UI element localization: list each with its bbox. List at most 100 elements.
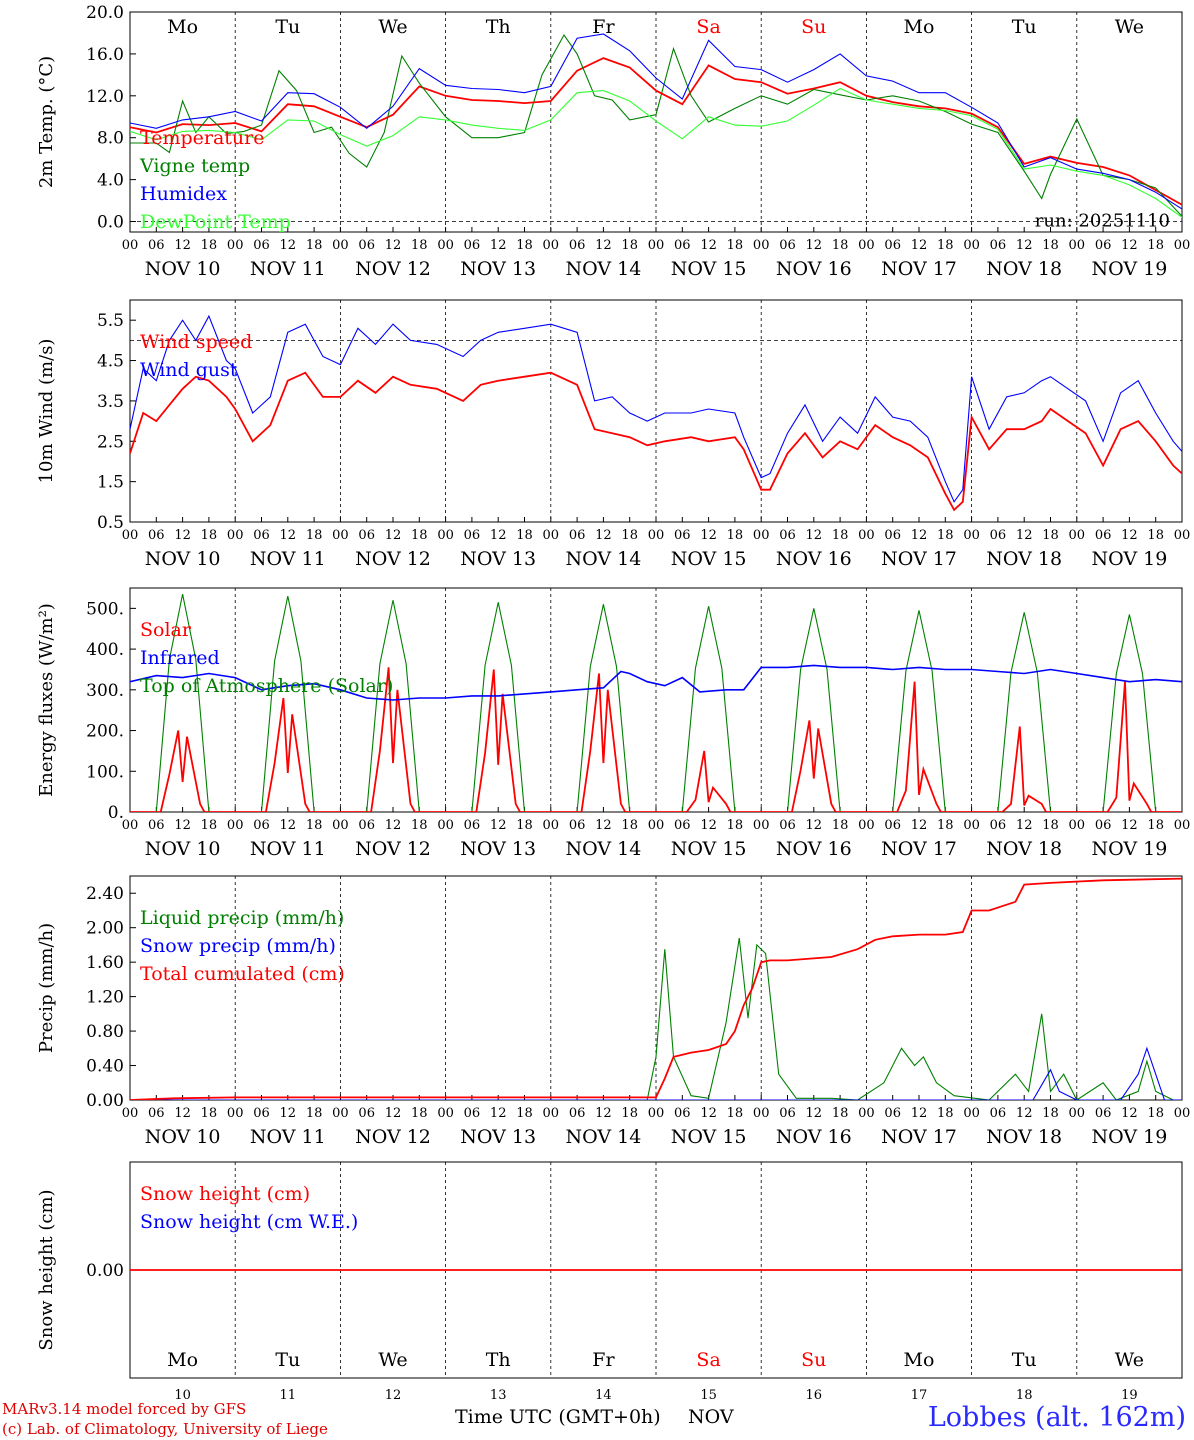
hour-label: 00: [122, 1106, 139, 1121]
date-label: NOV 12: [355, 1126, 431, 1148]
date-label: NOV 19: [1091, 258, 1167, 280]
hour-label: 00: [1174, 528, 1191, 543]
legend-entry: Solar: [140, 619, 192, 641]
hour-label: 18: [516, 528, 533, 543]
hour-label: 18: [621, 1106, 638, 1121]
hour-label: 06: [148, 818, 165, 833]
hour-label: 18: [201, 818, 218, 833]
weekday-label: Su: [801, 16, 826, 38]
hour-label: 00: [543, 818, 560, 833]
y-axis-label: Energy fluxes (W/m²): [36, 603, 57, 797]
date-label: NOV 15: [671, 1126, 747, 1148]
weekday-label: Sa: [696, 16, 720, 38]
weekday-label: Tu: [275, 1349, 300, 1371]
hour-label: 12: [490, 1106, 507, 1121]
y-tick-label: 0.0: [97, 213, 124, 233]
hour-label: 12: [700, 238, 717, 253]
legend-entry: Infrared: [140, 647, 220, 669]
date-label: NOV 13: [460, 838, 536, 860]
y-tick-label: 0.80: [86, 1022, 124, 1042]
hour-label: 12: [490, 238, 507, 253]
y-tick-label: 500.: [86, 599, 124, 619]
hour-label: 18: [411, 238, 428, 253]
panel-precip: 2.40 2.00 1.60 1.20 0.80 0.40 0.00 Precip (mm/h…: [36, 875, 1190, 1148]
date-label: NOV 13: [460, 548, 536, 570]
day-number-label: 13: [490, 1388, 507, 1403]
hour-label: 12: [174, 528, 191, 543]
hour-label: 06: [569, 1106, 586, 1121]
date-label: NOV 14: [565, 838, 641, 860]
hour-label: 00: [1069, 238, 1086, 253]
hour-label: 18: [1042, 818, 1059, 833]
weekday-label: Fr: [592, 1349, 615, 1371]
date-label: NOV 11: [250, 1126, 326, 1148]
time-axis-label: Time UTC (GMT+0h): [455, 1406, 661, 1428]
y-tick-label: 200.: [86, 722, 124, 742]
hour-label: 00: [1069, 1106, 1086, 1121]
date-label: NOV 14: [565, 258, 641, 280]
hour-label: 12: [385, 1106, 402, 1121]
hour-label: 06: [464, 1106, 481, 1121]
hour-label: 18: [516, 238, 533, 253]
hour-label: 06: [569, 528, 586, 543]
date-label: NOV 17: [881, 258, 957, 280]
y-tick-label: 0.00: [86, 1091, 124, 1111]
hour-label: 18: [832, 1106, 849, 1121]
series-wind-speed: [130, 371, 1182, 512]
y-tick-label: 20.0: [86, 3, 124, 23]
hour-label: 00: [227, 528, 244, 543]
hour-label: 12: [1121, 818, 1138, 833]
hour-label: 06: [990, 1106, 1007, 1121]
date-label: NOV 17: [881, 548, 957, 570]
hour-label: 18: [621, 528, 638, 543]
y-tick-label: 100.: [86, 762, 124, 782]
hour-label: 12: [1016, 818, 1033, 833]
hour-label: 00: [543, 238, 560, 253]
date-label: NOV 10: [145, 1126, 221, 1148]
panel-wind: 5.5 4.5 3.5 2.5 1.5 0.5 10m Wind (m/s) 00 06 12 18…: [36, 299, 1191, 570]
hour-label: 00: [858, 238, 875, 253]
hour-label: 18: [727, 818, 744, 833]
hour-label: 00: [1174, 238, 1191, 253]
hour-label: 00: [437, 238, 454, 253]
hour-label: 12: [280, 238, 297, 253]
hour-label: 18: [1042, 238, 1059, 253]
hour-label: 12: [595, 1106, 612, 1121]
series-vigne-temp: [130, 33, 1182, 217]
weekday-label: Mo: [904, 1349, 935, 1371]
legend-entry: Wind speed: [140, 331, 252, 353]
hour-label: 00: [648, 238, 665, 253]
hour-label: 12: [911, 528, 928, 543]
hour-label: 18: [937, 238, 954, 253]
date-label: NOV 17: [881, 1126, 957, 1148]
y-tick-label: 2.00: [86, 919, 124, 939]
hour-label: 06: [674, 238, 691, 253]
hour-label: 12: [385, 528, 402, 543]
hour-label: 00: [963, 238, 980, 253]
hour-label: 18: [621, 818, 638, 833]
y-tick-label: 2.5: [97, 432, 124, 452]
legend-entry: Snow height (cm W.E.): [140, 1211, 358, 1233]
hour-label: 12: [1016, 528, 1033, 543]
hour-label: 06: [253, 238, 270, 253]
hour-label: 06: [779, 1106, 796, 1121]
hour-label: 12: [1121, 1106, 1138, 1121]
date-label: NOV 18: [986, 1126, 1062, 1148]
date-label: NOV 11: [250, 838, 326, 860]
hour-label: 06: [674, 1106, 691, 1121]
hour-label: 12: [911, 238, 928, 253]
hour-label: 00: [437, 1106, 454, 1121]
hour-label: 12: [1121, 238, 1138, 253]
series-wind-gust: [130, 314, 1182, 503]
hour-label: 00: [1069, 528, 1086, 543]
hour-label: 00: [332, 238, 349, 253]
hour-label: 18: [306, 238, 323, 253]
date-label: NOV 18: [986, 838, 1062, 860]
hour-label: 12: [911, 818, 928, 833]
hour-label: 06: [990, 818, 1007, 833]
hour-label: 06: [674, 818, 691, 833]
hour-label: 18: [832, 238, 849, 253]
hour-label: 18: [937, 1106, 954, 1121]
series-snow-precip-mm-h-: [130, 1046, 1182, 1100]
hour-label: 18: [306, 528, 323, 543]
